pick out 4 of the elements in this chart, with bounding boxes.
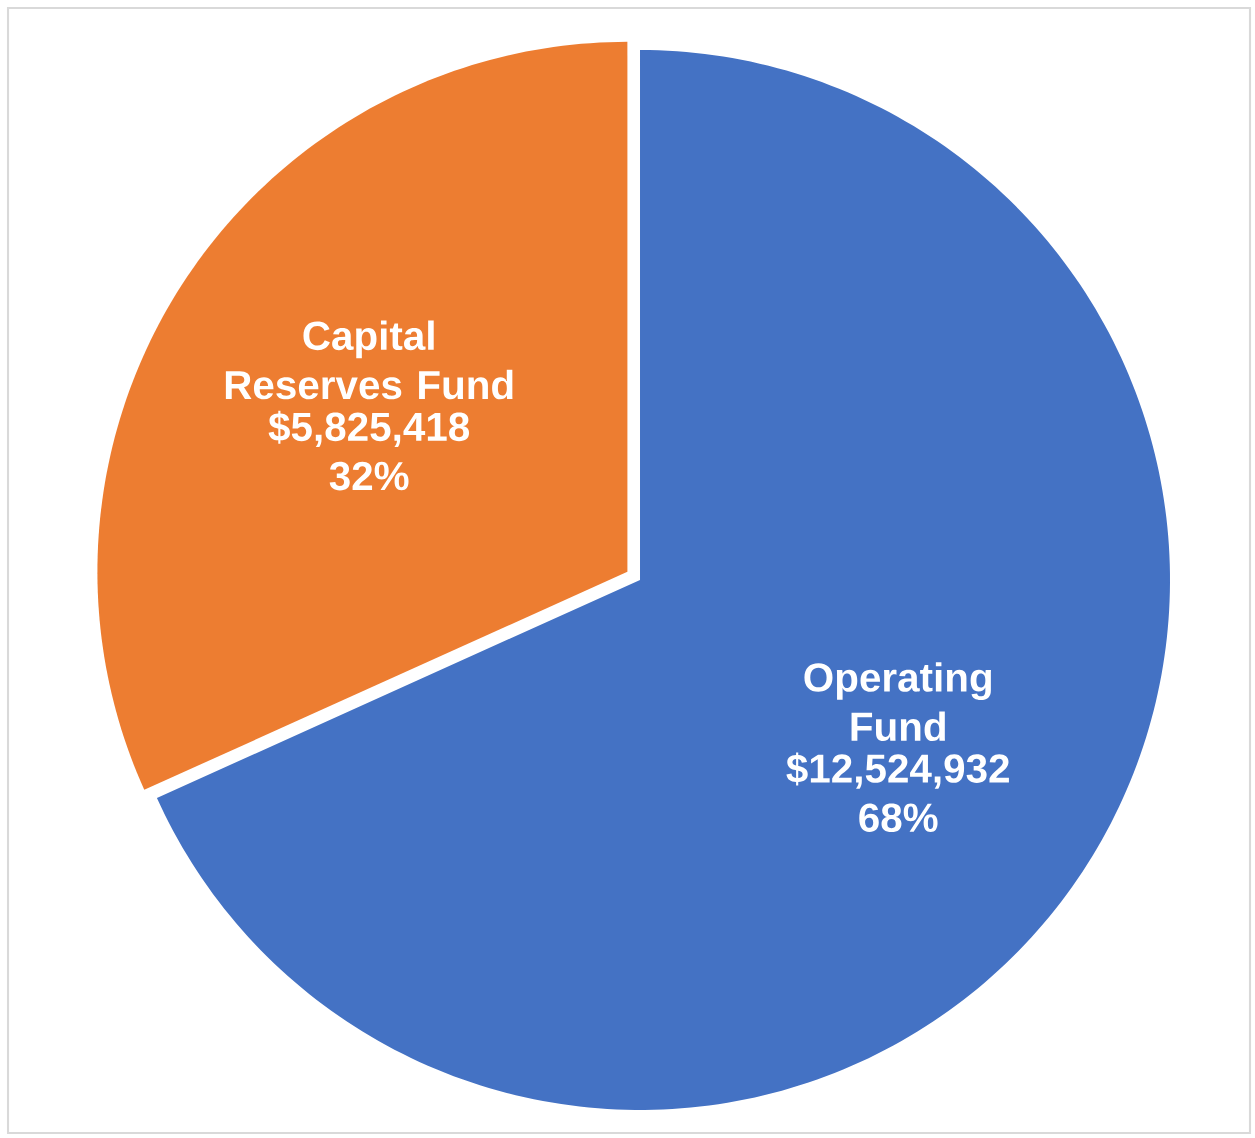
data-label: $5,825,418 32% xyxy=(268,410,470,491)
slice-label: Operating Fund xyxy=(804,662,991,742)
data-label: $12,524,932 68% xyxy=(786,752,1009,833)
slice-label: Capital Reserves Fund xyxy=(225,320,513,400)
